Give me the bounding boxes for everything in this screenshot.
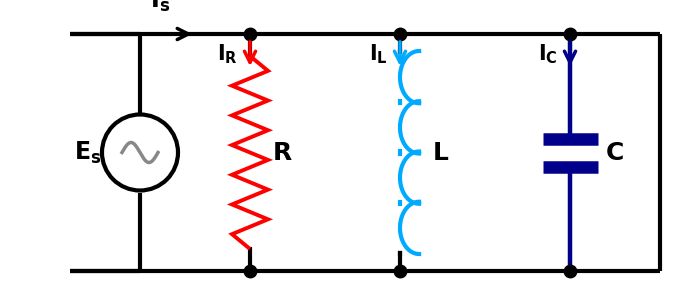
Text: $\mathbf{I_C}$: $\mathbf{I_C}$	[538, 42, 558, 66]
Text: $\mathbf{R}$: $\mathbf{R}$	[272, 140, 293, 164]
Text: $\mathbf{I_R}$: $\mathbf{I_R}$	[217, 42, 238, 66]
Text: $\mathbf{E_s}$: $\mathbf{E_s}$	[74, 139, 102, 166]
Text: $\mathbf{L}$: $\mathbf{L}$	[432, 140, 449, 164]
Circle shape	[102, 114, 178, 190]
Text: $\mathbf{I_L}$: $\mathbf{I_L}$	[369, 42, 388, 66]
Text: $\mathbf{I_s}$: $\mathbf{I_s}$	[150, 0, 170, 14]
Text: $\mathbf{C}$: $\mathbf{C}$	[605, 140, 624, 164]
